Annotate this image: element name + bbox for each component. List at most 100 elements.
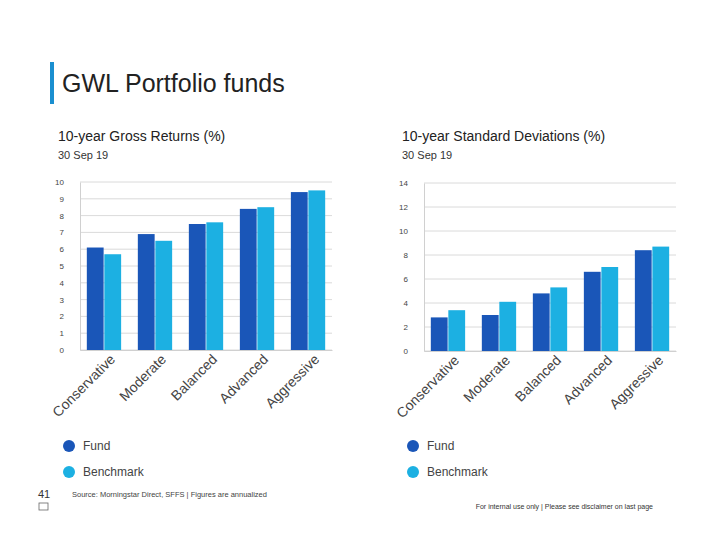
y-tick: 4 xyxy=(404,299,424,308)
x-tick: Balanced xyxy=(168,350,221,404)
y-tick-label: 10 xyxy=(55,178,64,187)
x-tick-label: Aggressive xyxy=(606,352,666,412)
y-tick-label: 4 xyxy=(60,279,65,288)
bar xyxy=(652,247,669,351)
y-tick: 0 xyxy=(60,346,80,355)
legend-label: Benchmark xyxy=(427,465,489,479)
grid-line xyxy=(424,207,676,208)
x-tick-label: Conservative xyxy=(49,351,118,420)
y-tick: 8 xyxy=(60,212,80,221)
x-tick: Conservative xyxy=(49,350,118,420)
bar xyxy=(550,287,567,351)
y-tick-label: 5 xyxy=(60,262,65,271)
y-tick: 7 xyxy=(60,228,80,237)
bar xyxy=(104,254,121,350)
chart-subtitle: 30 Sep 19 xyxy=(402,149,452,161)
y-tick-label: 2 xyxy=(404,323,409,332)
page: GWL Portfolio funds41Source: Morningstar… xyxy=(0,0,720,540)
chart: 0 1 2 3 4 5 6 7 8 9 10 ConservativeModerateBalanced… xyxy=(49,178,332,420)
x-tick-label: Moderate xyxy=(116,351,169,404)
bar xyxy=(584,272,601,351)
page-title: GWL Portfolio funds xyxy=(62,69,285,97)
y-tick: 5 xyxy=(60,262,80,271)
bar xyxy=(635,250,652,351)
chart-title: 10-year Standard Deviations (%) xyxy=(402,128,605,144)
y-tick: 2 xyxy=(404,323,424,332)
y-tick-label: 2 xyxy=(60,312,65,321)
bar xyxy=(601,267,618,351)
x-axis-line xyxy=(425,351,677,352)
bar xyxy=(155,241,172,350)
x-tick: Aggressive xyxy=(262,350,322,411)
bar xyxy=(87,248,104,350)
y-axis: 02468101214 xyxy=(399,179,424,356)
bar xyxy=(240,209,257,350)
page-number: 41 xyxy=(38,488,50,500)
bar xyxy=(206,222,223,350)
accent-bar xyxy=(50,62,54,104)
legend: Fund Benchmark xyxy=(407,439,489,479)
y-tick: 8 xyxy=(404,251,424,260)
y-tick-label: 4 xyxy=(404,299,409,308)
y-tick-label: 6 xyxy=(404,275,409,284)
bar xyxy=(138,234,155,350)
y-tick-label: 0 xyxy=(404,347,409,356)
bar xyxy=(482,315,499,351)
bar xyxy=(533,293,550,351)
x-tick-label: Balanced xyxy=(512,352,565,405)
x-tick-label: Balanced xyxy=(168,351,221,404)
y-tick: 2 xyxy=(60,312,80,321)
y-axis-line xyxy=(424,184,425,352)
y-tick-label: 14 xyxy=(399,179,408,188)
y-tick: 6 xyxy=(404,275,424,284)
bar xyxy=(291,192,308,350)
bars xyxy=(431,247,669,351)
y-tick-label: 3 xyxy=(60,296,65,305)
chart: 02468101214ConservativeModerateBalancedA… xyxy=(393,179,676,421)
y-tick-label: 0 xyxy=(60,346,65,355)
legend-label: Fund xyxy=(83,439,110,453)
grid-line xyxy=(424,183,676,184)
x-tick: Aggressive xyxy=(606,351,666,412)
x-tick-label: Moderate xyxy=(460,352,513,405)
x-axis: ConservativeModerateBalancedAdvancedAggr… xyxy=(393,351,676,421)
y-tick: 3 xyxy=(60,296,80,305)
y-tick-label: 8 xyxy=(404,251,409,260)
legend-swatch xyxy=(407,440,419,452)
bar xyxy=(308,190,325,350)
x-tick: Moderate xyxy=(116,350,169,404)
y-tick-label: 10 xyxy=(399,227,408,236)
footer-icon xyxy=(39,503,48,510)
x-tick-label: Conservative xyxy=(393,352,462,421)
y-tick: 1 xyxy=(60,329,80,338)
source: Source: Morningstar Direct, SFFS | Figur… xyxy=(72,490,267,499)
legend-label: Benchmark xyxy=(83,465,145,479)
bars xyxy=(87,190,325,350)
bar xyxy=(448,310,465,351)
y-tick-label: 1 xyxy=(60,329,65,338)
y-tick-label: 8 xyxy=(60,212,65,221)
legend-swatch xyxy=(407,466,419,478)
y-tick: 10 xyxy=(399,227,424,236)
x-tick: Moderate xyxy=(460,351,513,405)
legend-label: Fund xyxy=(427,439,454,453)
chart-title: 10-year Gross Returns (%) xyxy=(58,128,225,144)
y-tick-label: 6 xyxy=(60,245,65,254)
legend-swatch xyxy=(63,466,75,478)
legend-swatch xyxy=(63,440,75,452)
y-tick: 4 xyxy=(60,279,80,288)
x-tick-label: Aggressive xyxy=(262,351,322,411)
y-axis-line xyxy=(80,183,81,351)
x-axis-line xyxy=(81,350,333,351)
x-tick: Balanced xyxy=(512,351,565,405)
grid-line xyxy=(80,182,332,183)
y-tick-label: 9 xyxy=(60,195,65,204)
x-tick: Conservative xyxy=(393,351,462,421)
y-tick-label: 7 xyxy=(60,228,65,237)
bar xyxy=(499,302,516,351)
y-tick: 9 xyxy=(60,195,80,204)
legend: Fund Benchmark xyxy=(63,439,145,479)
bar xyxy=(257,207,274,350)
y-tick: 0 xyxy=(404,347,424,356)
y-tick: 10 xyxy=(55,178,80,187)
